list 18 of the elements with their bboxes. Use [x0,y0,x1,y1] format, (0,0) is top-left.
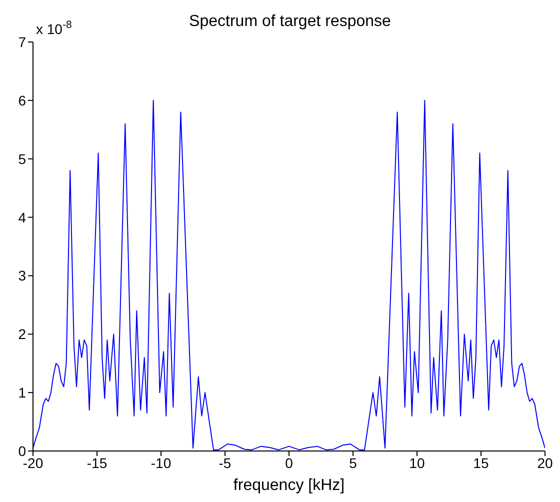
x-tick-label: -10 [150,454,172,471]
x-tick-label: 5 [349,454,358,471]
x-tick-label: 15 [473,454,489,471]
y-tick-label: 5 [18,150,26,167]
x-tick-label: 0 [285,454,294,471]
x-tick-label: 20 [537,454,553,471]
text: x 10$^{-8}$ [36,19,72,37]
x-tick-label: 10 [409,454,425,471]
x-tick-label: -15 [86,454,108,471]
y-tick-label: 7 [18,34,26,50]
x-axis-title: frequency [kHz] [233,477,345,494]
y-tick-label: 6 [18,92,26,108]
y-tick-label: 4 [18,209,26,226]
y-tick-label: 1 [18,384,26,401]
y-tick-label: 2 [18,326,26,342]
x-tick-label: -5 [218,454,232,471]
y-tick-label: 3 [18,268,26,284]
chart-title: Spectrum of target response [189,13,392,30]
